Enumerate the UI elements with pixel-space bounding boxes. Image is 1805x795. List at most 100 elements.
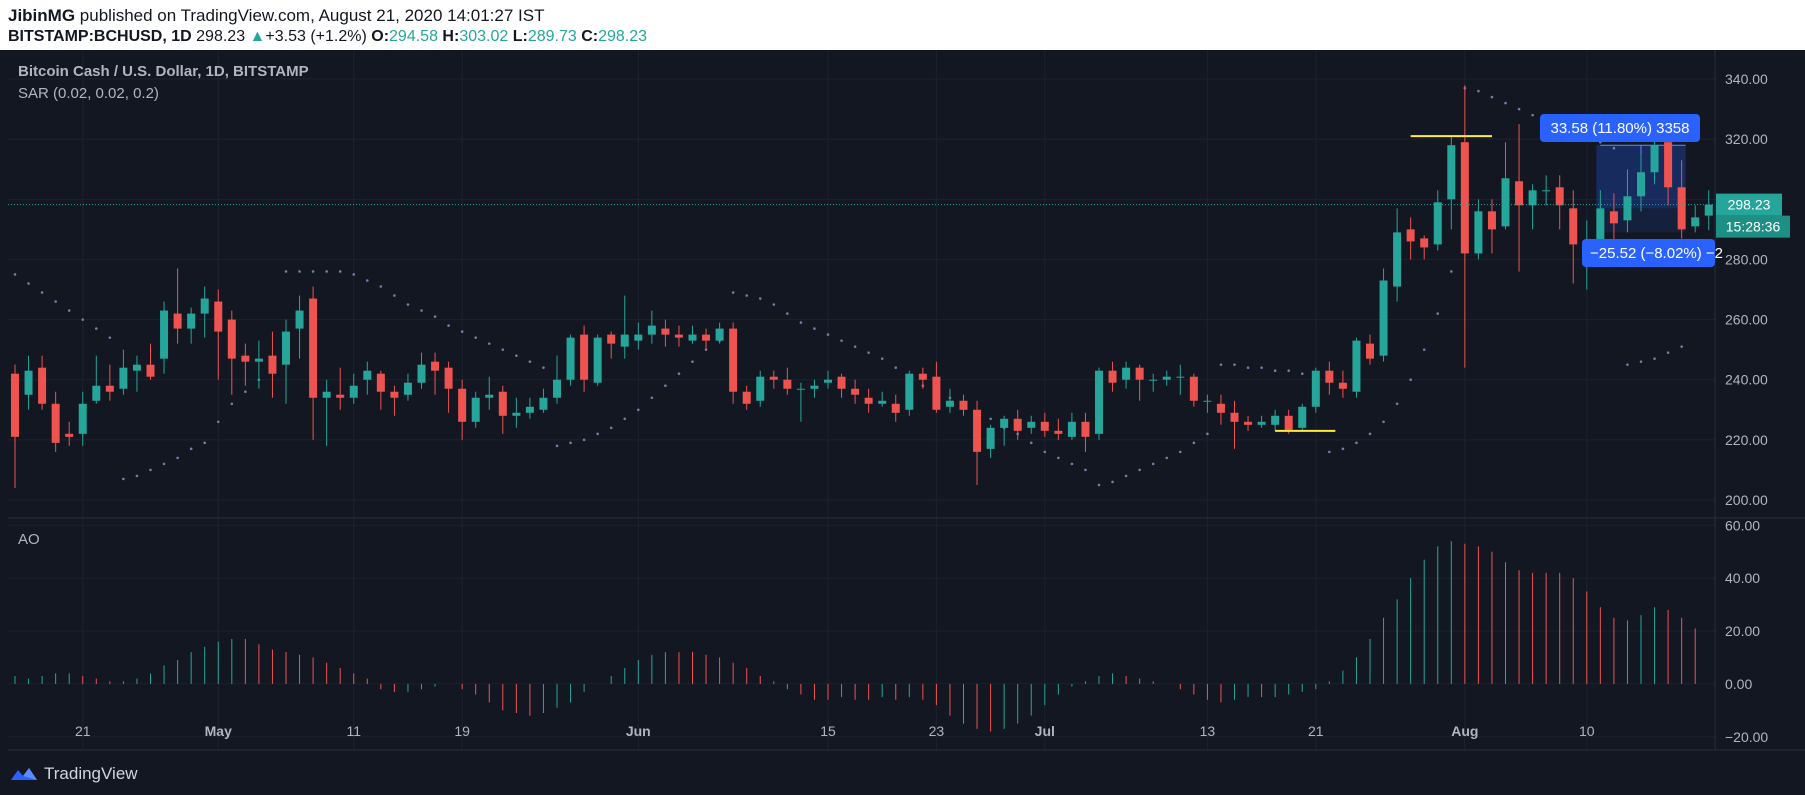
- candle-body: [634, 334, 643, 341]
- last-price: 298.23: [196, 28, 246, 45]
- sar-dot: [745, 294, 748, 297]
- time-tick-label: 19: [454, 723, 470, 739]
- sar-dot: [853, 345, 857, 348]
- sar-legend: SAR (0.02, 0.02, 0.2): [18, 85, 159, 102]
- candle-body: [471, 397, 480, 422]
- candle-body: [349, 385, 358, 398]
- sar-dot: [135, 474, 139, 478]
- candle-body: [498, 391, 507, 416]
- sar-dot: [637, 408, 640, 412]
- sar-dot: [989, 417, 992, 421]
- annotation-lines[interactable]: [1275, 135, 1492, 432]
- footer-branding[interactable]: TradingView: [10, 760, 138, 788]
- sar-dot: [1409, 378, 1412, 382]
- candle-body: [187, 313, 196, 329]
- candle-body: [1203, 400, 1212, 402]
- close-label: C:: [581, 28, 599, 45]
- candle-body: [1637, 172, 1645, 197]
- ao-histogram: [14, 541, 1696, 732]
- sar-dot: [95, 327, 98, 330]
- last-price-badge: [1716, 193, 1782, 216]
- candle-body: [1135, 367, 1144, 380]
- sar-dot: [81, 318, 85, 321]
- sar-dot: [1680, 345, 1683, 348]
- time-axis[interactable]: 21 May 11 19 Jun 15 23 Jul 13 21 Aug 10: [75, 723, 1595, 739]
- sar-dot: [284, 270, 288, 273]
- candle-body: [1609, 211, 1618, 224]
- sar-dots: [13, 86, 1683, 487]
- candle-body: [403, 382, 412, 395]
- sar-dot: [40, 291, 44, 294]
- sar-dot: [555, 444, 559, 448]
- sar-dot: [1341, 447, 1345, 451]
- sar-dot: [1626, 363, 1629, 366]
- sar-dot: [460, 330, 464, 333]
- sar-dot: [1097, 483, 1101, 487]
- sar-dot: [1531, 113, 1534, 117]
- publish-header: JibinMG published on TradingView.com, Au…: [0, 0, 1805, 50]
- last-price-badge-text: 298.23: [1728, 197, 1771, 213]
- sar-dot: [799, 321, 803, 324]
- ao-axis[interactable]: 60.00 40.00 20.00 0.00 −20.00: [1725, 517, 1768, 744]
- candle-body: [119, 367, 128, 389]
- candle-body: [1149, 379, 1158, 381]
- sar-dot: [203, 441, 206, 445]
- author-name[interactable]: JibinMG: [8, 6, 76, 25]
- sar-dot: [406, 303, 410, 306]
- sar-dot: [596, 432, 599, 436]
- sar-dot: [1084, 468, 1087, 472]
- time-tick-label: 21: [1308, 723, 1324, 739]
- candle-body: [620, 334, 629, 347]
- sar-dot: [582, 438, 586, 442]
- sar-dot: [1260, 366, 1263, 369]
- candle-body: [1013, 418, 1022, 431]
- sar-dot: [1219, 363, 1223, 366]
- sar-dot: [1070, 462, 1074, 466]
- candle-body: [661, 328, 670, 335]
- candle-body: [1664, 142, 1673, 188]
- tradingview-logo-icon: [11, 768, 37, 780]
- candle-body: [715, 328, 724, 341]
- sar-dot: [569, 441, 572, 445]
- candle-body: [38, 367, 47, 404]
- candle-body: [525, 406, 534, 413]
- sar-dot: [1436, 312, 1440, 315]
- measure-up-label-box[interactable]: [1540, 114, 1700, 142]
- price-axis[interactable]: 340.00320.00300.00280.00260.00240.00220.…: [1725, 71, 1768, 508]
- candle-body: [173, 313, 182, 329]
- sar-dot: [1151, 462, 1155, 466]
- candle-body: [1447, 145, 1456, 200]
- measure-down-label-box[interactable]: [1582, 239, 1715, 267]
- time-tick-label: 13: [1200, 723, 1216, 739]
- candle-body: [417, 364, 426, 383]
- sar-dot: [1165, 456, 1169, 460]
- sar-dot: [1124, 474, 1128, 478]
- candle-body: [1555, 187, 1564, 206]
- candle-body: [1257, 421, 1266, 425]
- sar-dot: [379, 285, 383, 288]
- candle-body: [891, 403, 900, 413]
- candle-body: [1000, 418, 1009, 428]
- candle-body: [51, 403, 60, 443]
- sar-dot: [325, 270, 328, 273]
- sar-dot: [1666, 351, 1670, 354]
- price-chart[interactable]: 340.00320.00300.00280.00260.00240.00220.…: [0, 50, 1805, 795]
- sar-dot: [664, 384, 667, 388]
- sar-dot: [650, 396, 654, 400]
- candle-body: [1420, 238, 1429, 248]
- candle-body: [241, 355, 250, 362]
- candle-body: [485, 394, 494, 398]
- candle-body: [1271, 415, 1280, 425]
- candle-body: [132, 364, 141, 371]
- candle-body: [674, 334, 683, 338]
- candle-body: [24, 370, 33, 395]
- candle-body: [553, 379, 561, 398]
- candle-body: [1474, 211, 1483, 254]
- candle-body: [688, 334, 697, 341]
- sar-dot: [122, 477, 125, 481]
- sar-dot: [1653, 357, 1656, 360]
- candle-body: [945, 400, 954, 407]
- candle-body: [607, 334, 616, 344]
- published-text: published on TradingView.com, August 21,…: [79, 6, 545, 25]
- candle-body: [363, 370, 372, 380]
